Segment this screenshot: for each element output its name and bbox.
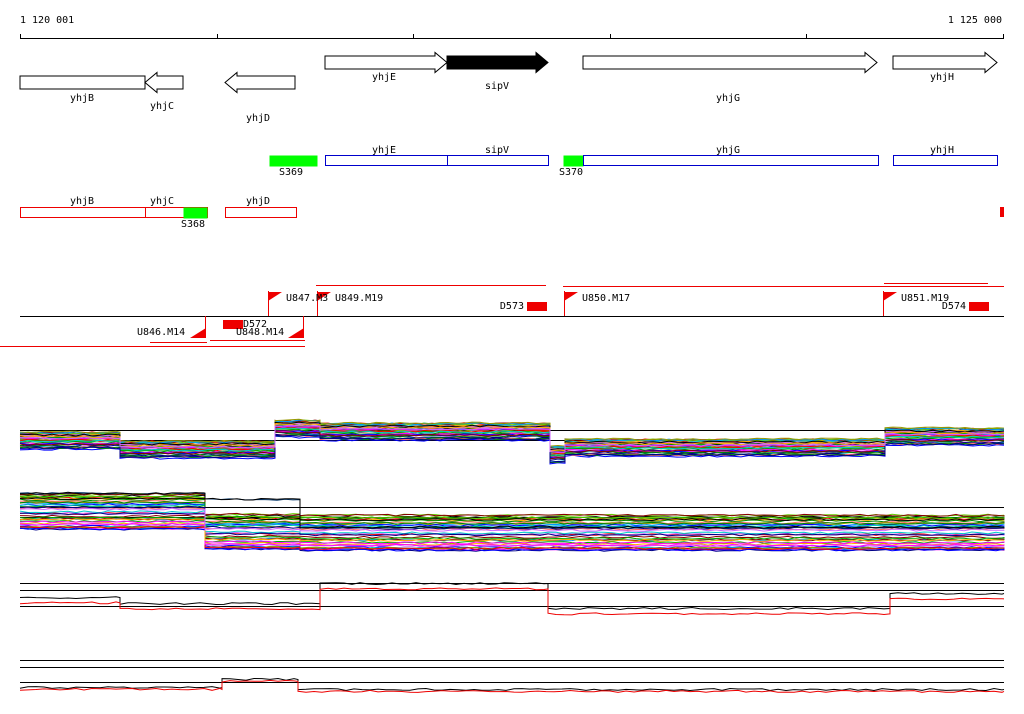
label: yhjH bbox=[930, 145, 954, 156]
expression-profile bbox=[19, 679, 1005, 693]
start-flag bbox=[190, 328, 206, 338]
expression-profile bbox=[19, 434, 1005, 463]
expression-profile bbox=[19, 525, 1005, 551]
expression-profile bbox=[19, 430, 1005, 459]
gene-arrow bbox=[144, 71, 184, 94]
label: D573 bbox=[500, 301, 524, 312]
expression-profile bbox=[19, 516, 1005, 540]
label: sipV bbox=[485, 81, 509, 92]
label: yhjG bbox=[716, 145, 740, 156]
label: U851.M19 bbox=[901, 293, 949, 304]
feature bbox=[269, 155, 318, 167]
label: U848.M14 bbox=[236, 327, 284, 338]
label: yhjC bbox=[150, 101, 174, 112]
feature bbox=[225, 207, 297, 218]
start-flag bbox=[288, 328, 304, 338]
expression-profile bbox=[19, 431, 1005, 460]
gene-arrow bbox=[19, 75, 146, 90]
feature bbox=[1000, 207, 1004, 217]
feature bbox=[183, 207, 208, 219]
expression-profile bbox=[19, 587, 1005, 616]
label: yhjE bbox=[372, 145, 396, 156]
expression-profile bbox=[19, 434, 1005, 464]
label: yhjD bbox=[246, 196, 270, 207]
expression-profile bbox=[19, 527, 1005, 552]
start-flag bbox=[564, 292, 578, 301]
label: D572 bbox=[243, 319, 267, 330]
expression-profile bbox=[19, 435, 1005, 465]
feature bbox=[893, 155, 998, 166]
expression-profile bbox=[19, 507, 1005, 532]
expression-profile bbox=[19, 427, 1005, 456]
expression-profile bbox=[19, 500, 1005, 525]
expression-profile bbox=[19, 510, 1005, 535]
label: U849.M19 bbox=[335, 293, 383, 304]
label: yhjB bbox=[70, 196, 94, 207]
start-flag bbox=[883, 292, 897, 301]
gene-arrow bbox=[446, 51, 549, 74]
expression-profile bbox=[19, 522, 1005, 547]
feature bbox=[20, 207, 146, 218]
label: yhjB bbox=[70, 93, 94, 104]
terminator bbox=[527, 302, 547, 311]
label: yhjE bbox=[372, 72, 396, 83]
label: yhjG bbox=[716, 93, 740, 104]
expression-profile bbox=[19, 497, 1005, 522]
terminator bbox=[223, 320, 243, 329]
label: yhjC bbox=[150, 196, 174, 207]
axis bbox=[20, 34, 1004, 39]
expression-profile bbox=[19, 677, 1005, 692]
label: yhjH bbox=[930, 72, 954, 83]
expression-profile bbox=[19, 520, 1005, 545]
label: U846.M14 bbox=[137, 327, 185, 338]
expression-profile bbox=[19, 502, 1005, 527]
feature bbox=[583, 155, 879, 166]
start-flag bbox=[268, 292, 282, 301]
expression-profile bbox=[19, 491, 1005, 529]
expression-profile bbox=[19, 492, 1005, 517]
label: yhjD bbox=[246, 113, 270, 124]
gene-arrow bbox=[892, 51, 998, 74]
feature bbox=[325, 155, 448, 166]
expression-profile bbox=[19, 518, 1005, 542]
expression-profile bbox=[19, 514, 1005, 539]
expression-profile bbox=[19, 582, 1005, 611]
label: U847.M3 bbox=[286, 293, 328, 304]
label: S369 bbox=[279, 167, 303, 178]
label: sipV bbox=[485, 145, 509, 156]
expression-profile bbox=[19, 418, 1005, 447]
expression-profile bbox=[19, 495, 1005, 520]
label: U850.M17 bbox=[582, 293, 630, 304]
start-coordinate: 1 120 001 bbox=[20, 15, 74, 26]
start-flag bbox=[317, 292, 331, 301]
expression-profile bbox=[19, 512, 1005, 537]
gene-arrow bbox=[582, 51, 878, 74]
expression-profile bbox=[19, 424, 1005, 453]
label: S368 bbox=[181, 219, 205, 230]
end-coordinate: 1 125 000 bbox=[948, 15, 1002, 26]
label: S370 bbox=[559, 167, 583, 178]
gene-arrow bbox=[224, 71, 296, 94]
feature bbox=[447, 155, 549, 166]
feature bbox=[563, 155, 584, 167]
gene-arrow bbox=[324, 51, 448, 74]
terminator bbox=[969, 302, 989, 311]
label: D574 bbox=[942, 301, 966, 312]
